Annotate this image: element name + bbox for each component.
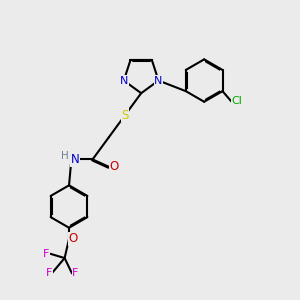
Text: Cl: Cl [231, 97, 242, 106]
Text: N: N [154, 76, 163, 85]
Text: H: H [61, 152, 69, 161]
Text: O: O [110, 160, 119, 173]
Text: S: S [121, 109, 129, 122]
Text: N: N [70, 153, 79, 166]
Text: F: F [46, 268, 52, 278]
Text: F: F [72, 268, 79, 278]
Text: N: N [120, 76, 128, 85]
Text: O: O [68, 232, 78, 245]
Text: F: F [43, 249, 50, 259]
